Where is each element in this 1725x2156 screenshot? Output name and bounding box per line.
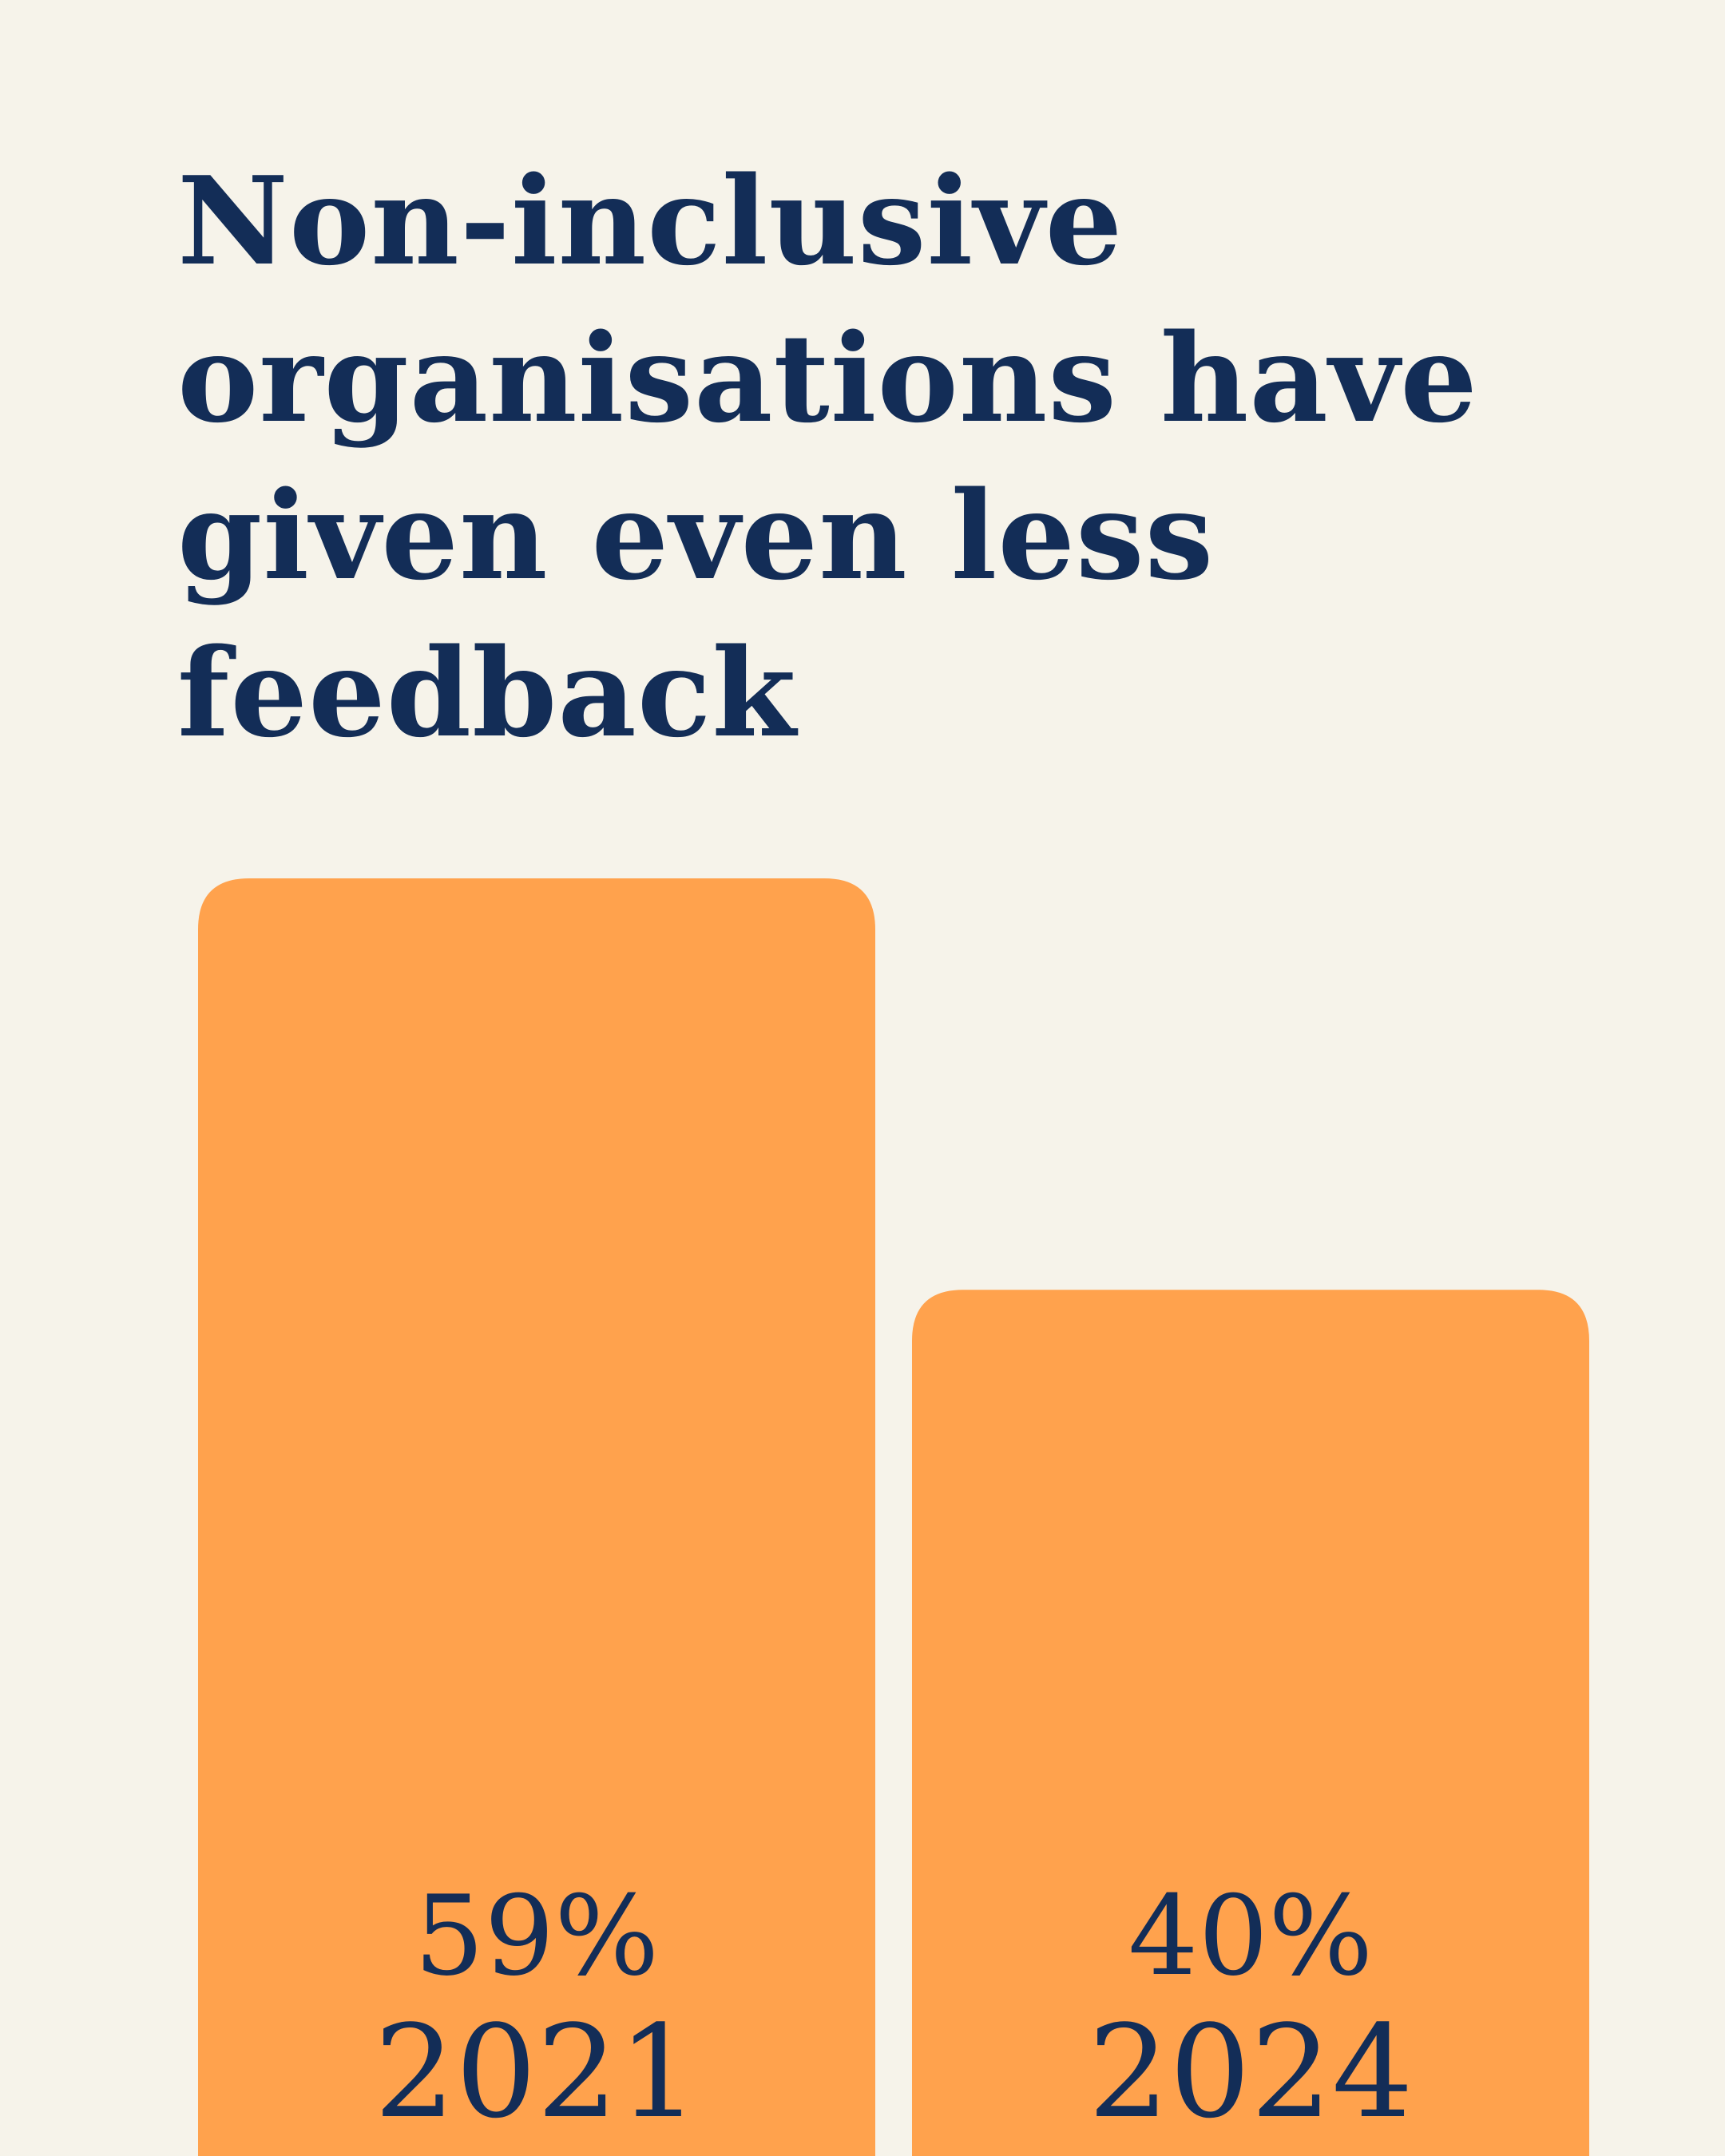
bar-2021 bbox=[198, 878, 875, 2156]
bar-category-label-2021: 2021 bbox=[374, 1997, 699, 2146]
bar-2024 bbox=[912, 1290, 1589, 2156]
chart-title: Non-inclusive organisations have given e… bbox=[177, 149, 1478, 764]
bar-value-label-2024: 40% bbox=[1128, 1872, 1374, 2000]
bar-category-label-2024: 2024 bbox=[1088, 1997, 1413, 2146]
bar-value-label-2021: 59% bbox=[414, 1872, 660, 2000]
